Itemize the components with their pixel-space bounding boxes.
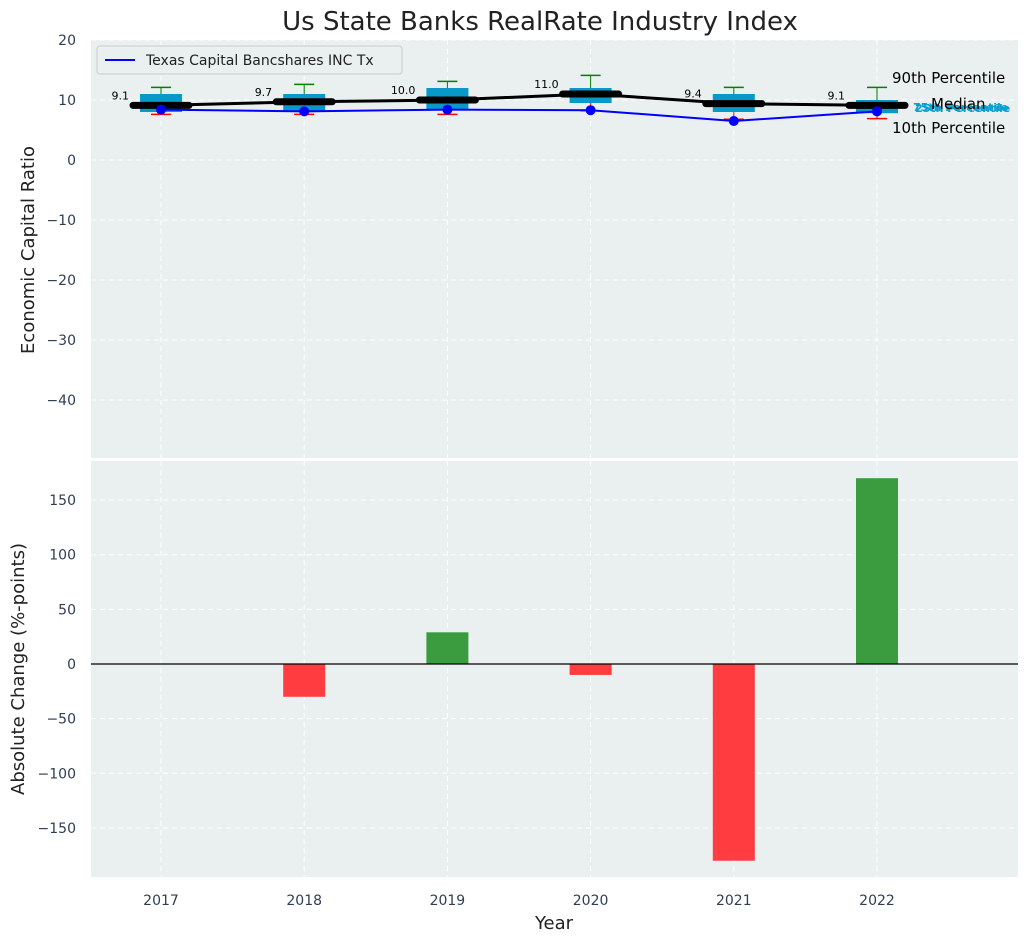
series-lines — [156, 92, 882, 126]
top-y-tick-label: −10 — [46, 213, 76, 229]
median-line — [160, 92, 878, 107]
p90-annotation: 90th Percentile — [892, 69, 1005, 87]
median-data-label: 11.0 — [534, 78, 559, 91]
median-data-label: 9.1 — [828, 89, 846, 102]
bottom-y-tick-label: −150 — [38, 821, 76, 837]
top-y-axis-label: Economic Capital Ratio — [18, 146, 39, 354]
p75-annotation: 75th Percentile — [913, 101, 1008, 114]
p10-annotation: 10th Percentile — [892, 119, 1005, 137]
top-y-tick-label: −20 — [46, 273, 76, 289]
x-tick-label: 2018 — [286, 893, 322, 909]
top-y-tick-label: −40 — [46, 393, 76, 409]
top-y-tick-label: −30 — [46, 333, 76, 349]
x-tick-label: 2021 — [716, 893, 752, 909]
series-line — [160, 108, 878, 123]
median-data-label: 9.7 — [255, 86, 273, 99]
x-tick-label: 2019 — [430, 893, 466, 909]
bottom-y-tick-label: −50 — [46, 712, 76, 728]
series-point — [156, 104, 166, 115]
x-axis-label: Year — [534, 913, 574, 934]
bottom-y-axis-label: Absolute Change (%-points) — [8, 543, 29, 795]
top-gridlines — [91, 39, 1018, 458]
change-bars — [91, 478, 1018, 861]
legend: Texas Capital Bancshares INC Tx — [96, 45, 403, 75]
legend-box — [96, 45, 403, 75]
median-data-label: 9.1 — [112, 89, 130, 102]
bottom-y-tick-label: 100 — [49, 548, 76, 564]
bottom-y-tick-label: 50 — [58, 602, 76, 618]
tick-labels: 20100−10−20−30−40150100500−50−100−150201… — [38, 33, 895, 909]
series-point — [728, 116, 739, 126]
median-annotation: Median — [931, 95, 986, 113]
change-bar — [569, 664, 612, 675]
median-data-label: 9.4 — [684, 88, 702, 101]
x-tick-label: 2022 — [859, 893, 895, 909]
series-point — [585, 105, 596, 116]
bottom-y-tick-label: 0 — [67, 657, 76, 673]
top-y-tick-label: 10 — [58, 93, 76, 109]
bottom-y-tick-label: 150 — [49, 493, 76, 509]
change-bar — [426, 632, 469, 664]
bottom-y-tick-label: −100 — [38, 766, 76, 782]
change-bar — [283, 664, 326, 697]
series-point — [299, 106, 310, 117]
series-point — [442, 104, 453, 115]
top-y-tick-label: 0 — [67, 153, 76, 169]
chart-title: Us State Banks RealRate Industry Index — [282, 7, 798, 37]
x-tick-label: 2020 — [573, 893, 609, 909]
legend-label: Texas Capital Bancshares INC Tx — [145, 53, 374, 69]
top-y-tick-label: 20 — [58, 33, 76, 49]
series-point — [872, 106, 882, 117]
p25-annotation: 25th Percentile — [915, 102, 1010, 115]
change-bar — [856, 478, 898, 664]
x-tick-label: 2017 — [143, 893, 179, 909]
median-data-label: 10.0 — [391, 84, 416, 97]
change-bar — [712, 664, 755, 861]
